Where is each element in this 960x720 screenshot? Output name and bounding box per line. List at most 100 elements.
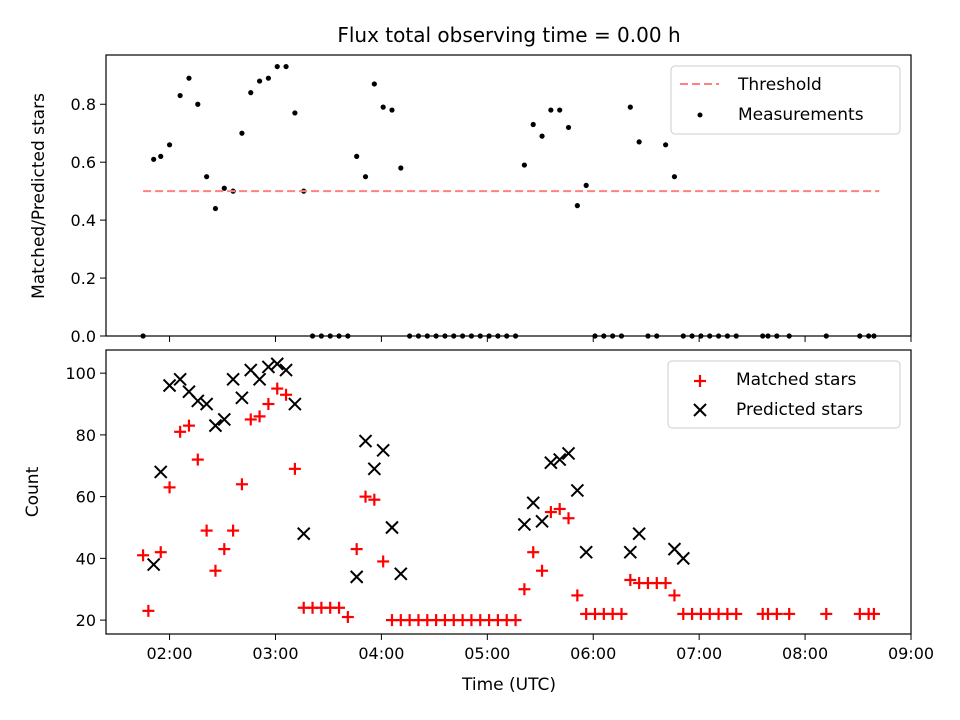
- matched-star-point: [262, 398, 275, 411]
- predicted-star-point: [154, 465, 168, 479]
- predicted-star-point: [297, 526, 311, 541]
- predicted-star-point: [270, 357, 284, 371]
- predicted-star-point: [535, 514, 549, 529]
- measurement-point: [389, 107, 395, 113]
- matched-star-point: [280, 388, 293, 401]
- matched-legend-label: Matched stars: [736, 370, 856, 390]
- predicted-star-point: [235, 391, 249, 405]
- measurement-point: [539, 133, 545, 139]
- matched-star-point: [350, 543, 363, 556]
- matched-star-point: [142, 604, 155, 617]
- matched-star-point: [271, 382, 284, 395]
- measurement-point: [354, 153, 360, 159]
- x-tick-label: 07:00: [676, 644, 722, 663]
- matched-star-point: [527, 546, 540, 559]
- ratio-x-axis: [169, 336, 912, 342]
- matched-star-point: [137, 549, 150, 562]
- predicted-star-point: [579, 545, 593, 559]
- predicted-star-point: [385, 520, 399, 535]
- measurements-legend-marker: [697, 112, 703, 118]
- predicted-star-point: [208, 418, 223, 433]
- matched-star-point: [227, 524, 240, 537]
- measurement-point: [574, 203, 580, 209]
- matched-stars-series: [137, 382, 880, 627]
- predicted-star-point: [570, 483, 585, 498]
- measurement-point: [166, 142, 173, 148]
- matched-star-point: [377, 555, 390, 568]
- measurement-point: [565, 124, 572, 131]
- predicted-star-point: [173, 372, 187, 387]
- matched-star-point: [174, 425, 187, 438]
- x-tick-label: 09:00: [888, 644, 934, 663]
- measurement-point: [212, 205, 219, 212]
- predicted-star-point: [146, 557, 161, 572]
- matched-star-point: [341, 611, 354, 624]
- predicted-star-point: [279, 363, 293, 377]
- matched-star-point: [544, 506, 557, 519]
- measurement-point: [530, 121, 536, 128]
- measurement-point: [283, 63, 289, 70]
- predicted-star-point: [217, 412, 231, 427]
- predicted-star-point: [252, 372, 267, 387]
- matched-star-point: [509, 614, 522, 627]
- measurement-point: [177, 92, 183, 99]
- x-axis-label: Time (UTC): [461, 675, 556, 695]
- matched-star-point: [783, 607, 796, 620]
- measurement-point: [663, 142, 669, 148]
- matched-star-point: [668, 589, 681, 602]
- count-y-tick-label: 60: [76, 488, 96, 507]
- predicted-star-point: [544, 455, 558, 470]
- matched-star-point: [333, 601, 346, 614]
- measurement-point: [671, 174, 678, 180]
- count-y-tick-label: 100: [65, 364, 96, 383]
- count-y-tick-label: 80: [76, 426, 96, 445]
- measurement-point: [158, 153, 164, 159]
- predicted-star-point: [191, 394, 205, 408]
- predicted-legend-label: Predicted stars: [736, 400, 863, 420]
- measurement-point: [274, 63, 280, 70]
- count-y-tick-label: 40: [76, 549, 96, 568]
- matched-star-point: [770, 607, 783, 620]
- count-panel: 20 40 60 80 100 02:00 03:00 04:00 05:00 06:00 07:…: [23, 349, 934, 695]
- predicted-star-point: [261, 360, 276, 374]
- measurement-point: [557, 107, 563, 113]
- count-plot-frame: [105, 349, 912, 635]
- matched-star-point: [163, 481, 176, 494]
- count-y-axis: 20 40 60 80 100: [65, 364, 106, 630]
- matched-star-point: [191, 453, 204, 466]
- matched-star-point: [615, 607, 628, 620]
- predicted-star-point: [358, 434, 373, 448]
- matched-star-point: [624, 573, 637, 586]
- ratio-y-tick-label: 0.4: [71, 211, 96, 230]
- predicted-star-point: [376, 443, 390, 458]
- measurement-point: [195, 101, 201, 107]
- matched-star-point: [536, 564, 549, 577]
- measurement-point: [151, 156, 157, 162]
- matched-star-point: [571, 589, 584, 602]
- predicted-star-point: [632, 526, 646, 541]
- predicted-star-point: [623, 545, 638, 559]
- predicted-star-point: [162, 378, 177, 393]
- x-tick-label: 03:00: [252, 644, 298, 663]
- predicted-star-point: [226, 372, 240, 387]
- matched-star-point: [235, 478, 248, 491]
- figure-title: Flux total observing time = 0.00 h: [337, 23, 680, 47]
- predicted-star-point: [394, 567, 408, 581]
- measurement-point: [521, 162, 527, 168]
- matched-star-point: [200, 524, 213, 537]
- matched-star-point: [253, 410, 266, 423]
- ratio-y-axis-label: Matched/Predicted stars: [29, 93, 49, 299]
- count-y-axis-label: Count: [23, 466, 43, 517]
- matched-star-point: [562, 512, 575, 525]
- x-tick-label: 08:00: [782, 644, 828, 663]
- matched-star-point: [730, 607, 743, 620]
- measurement-point: [583, 182, 589, 188]
- matched-star-point: [244, 413, 257, 426]
- predicted-star-point: [552, 452, 567, 467]
- predicted-legend-marker: [693, 403, 707, 417]
- matched-star-point: [182, 419, 195, 432]
- measurement-point: [362, 174, 369, 180]
- matched-star-point: [288, 462, 301, 475]
- measurement-point: [256, 78, 263, 84]
